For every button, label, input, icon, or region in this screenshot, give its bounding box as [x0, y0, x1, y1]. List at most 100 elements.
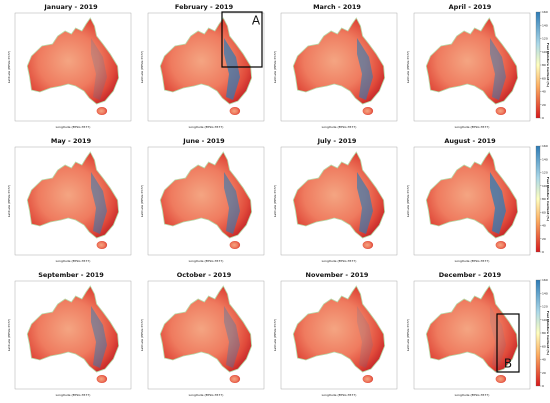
map-frame — [147, 12, 265, 122]
x-axis-label: Longitude (EPSG:3577) — [455, 393, 490, 397]
colorbar-label: Fuel Moisture Content (%) — [546, 43, 550, 88]
wet-region — [224, 172, 240, 234]
map-panel: December - 2019 Longitude (EPSG:3577) Lati… — [406, 271, 531, 397]
colorbar-tick-label: 40 — [542, 358, 546, 362]
map-frame — [413, 280, 531, 390]
panel-title: November - 2019 — [306, 271, 369, 279]
colorbar-tick-label: 100 — [542, 318, 548, 322]
y-axis-label: Latitude (EPSG:3577) — [140, 185, 144, 217]
wet-region — [224, 306, 240, 368]
wet-region — [357, 306, 373, 368]
colorbar-tick-label: 80 — [542, 197, 546, 201]
map-panel: January - 2019 Longitude (EPSG:3577) Latit… — [7, 3, 132, 129]
colorbar-tick-label: 80 — [542, 63, 546, 67]
colorbar-label: Fuel Moisture Content (%) — [546, 311, 550, 356]
map-panel: October - 2019 Longitude (EPSG:3577) Latit… — [140, 271, 265, 397]
map-frame — [413, 146, 531, 256]
colorbar-tick-label: 100 — [542, 50, 548, 54]
map-frame — [280, 280, 398, 390]
y-axis-label: Latitude (EPSG:3577) — [273, 51, 277, 83]
wet-region — [357, 172, 373, 234]
colorbar-tick-label: 60 — [542, 210, 546, 214]
map-frame — [14, 12, 132, 122]
y-axis-label: Latitude (EPSG:3577) — [140, 319, 144, 351]
colorbar-tick-label: 40 — [542, 90, 546, 94]
colorbar-tick-label: 60 — [542, 76, 546, 80]
wet-region — [490, 172, 506, 234]
panel-title: July - 2019 — [317, 137, 357, 145]
annotation-label: B — [504, 357, 512, 371]
australia-map — [292, 151, 386, 250]
colorbar-tick-label: 160 — [542, 278, 548, 282]
annotation-label: A — [252, 14, 261, 28]
x-axis-label: Longitude (EPSG:3577) — [322, 125, 357, 129]
annotation-box — [496, 313, 520, 373]
colorbar-tick-label: 0 — [542, 250, 544, 254]
map-panel: February - 2019 Longitude (EPSG:3577) Lati… — [140, 3, 265, 129]
colorbar-tick-label: 120 — [542, 305, 548, 309]
australia-map — [26, 151, 120, 250]
colorbar-tick-label: 120 — [542, 171, 548, 175]
colorbar — [535, 145, 541, 253]
map-frame — [413, 12, 531, 122]
map-panel: August - 2019 Longitude (EPSG:3577) Latitu… — [406, 137, 531, 263]
x-axis-label: Longitude (EPSG:3577) — [455, 259, 490, 263]
australia-map — [292, 17, 386, 116]
australia-map — [425, 17, 519, 116]
colorbar — [535, 11, 541, 119]
x-axis-label: Longitude (EPSG:3577) — [189, 125, 224, 129]
x-axis-label: Longitude (EPSG:3577) — [56, 259, 91, 263]
wet-region — [357, 38, 373, 100]
australia-map — [425, 151, 519, 250]
colorbar-tick-label: 60 — [542, 344, 546, 348]
wet-region — [91, 306, 107, 368]
map-frame — [280, 12, 398, 122]
y-axis-label: Latitude (EPSG:3577) — [406, 51, 410, 83]
colorbar — [535, 279, 541, 387]
y-axis-label: Latitude (EPSG:3577) — [7, 185, 11, 217]
y-axis-label: Latitude (EPSG:3577) — [7, 51, 11, 83]
wet-region — [91, 38, 107, 100]
australia-map — [26, 17, 120, 116]
y-axis-label: Latitude (EPSG:3577) — [406, 185, 410, 217]
map-panel: May - 2019 Longitude (EPSG:3577) Latitude … — [7, 137, 132, 263]
x-axis-label: Longitude (EPSG:3577) — [56, 125, 91, 129]
y-axis-label: Latitude (EPSG:3577) — [273, 319, 277, 351]
colorbar-tick-label: 120 — [542, 37, 548, 41]
wet-region — [490, 306, 506, 368]
y-axis-label: Latitude (EPSG:3577) — [140, 51, 144, 83]
y-axis-label: Latitude (EPSG:3577) — [7, 319, 11, 351]
map-frame — [14, 280, 132, 390]
colorbar-tick-label: 140 — [542, 23, 548, 27]
map-panel: March - 2019 Longitude (EPSG:3577) Latitud… — [273, 3, 398, 129]
map-frame — [147, 146, 265, 256]
colorbar-tick-label: 20 — [542, 371, 546, 375]
colorbar-tick-label: 100 — [542, 184, 548, 188]
x-axis-label: Longitude (EPSG:3577) — [322, 259, 357, 263]
map-frame — [14, 146, 132, 256]
x-axis-label: Longitude (EPSG:3577) — [189, 259, 224, 263]
panel-title: January - 2019 — [43, 3, 98, 11]
map-panel: September - 2019 Longitude (EPSG:3577) Lat… — [7, 271, 132, 397]
colorbar-tick-label: 20 — [542, 237, 546, 241]
map-panel: July - 2019 Longitude (EPSG:3577) Latitude… — [273, 137, 398, 263]
colorbar-tick-label: 0 — [542, 384, 544, 388]
colorbar-tick-label: 80 — [542, 331, 546, 335]
colorbar-tick-label: 140 — [542, 157, 548, 161]
panel-title: October - 2019 — [177, 271, 232, 279]
map-frame — [280, 146, 398, 256]
x-axis-label: Longitude (EPSG:3577) — [322, 393, 357, 397]
panel-title: March - 2019 — [313, 3, 361, 11]
colorbar-tick-label: 160 — [542, 10, 548, 14]
colorbar-tick-label: 140 — [542, 291, 548, 295]
wet-region — [224, 38, 240, 100]
annotation-box — [221, 11, 263, 68]
map-frame — [147, 280, 265, 390]
colorbar-tick-label: 0 — [542, 116, 544, 120]
australia-map — [159, 151, 253, 250]
y-axis-label: Latitude (EPSG:3577) — [273, 185, 277, 217]
colorbar-label: Fuel Moisture Content (%) — [546, 177, 550, 222]
map-panel: June - 2019 Longitude (EPSG:3577) Latitude… — [140, 137, 265, 263]
wet-region — [490, 38, 506, 100]
colorbar-tick-label: 40 — [542, 224, 546, 228]
